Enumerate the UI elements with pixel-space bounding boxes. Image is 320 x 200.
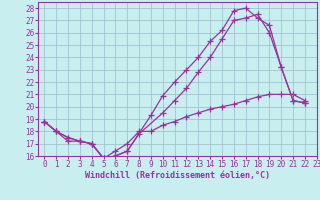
- X-axis label: Windchill (Refroidissement éolien,°C): Windchill (Refroidissement éolien,°C): [85, 171, 270, 180]
